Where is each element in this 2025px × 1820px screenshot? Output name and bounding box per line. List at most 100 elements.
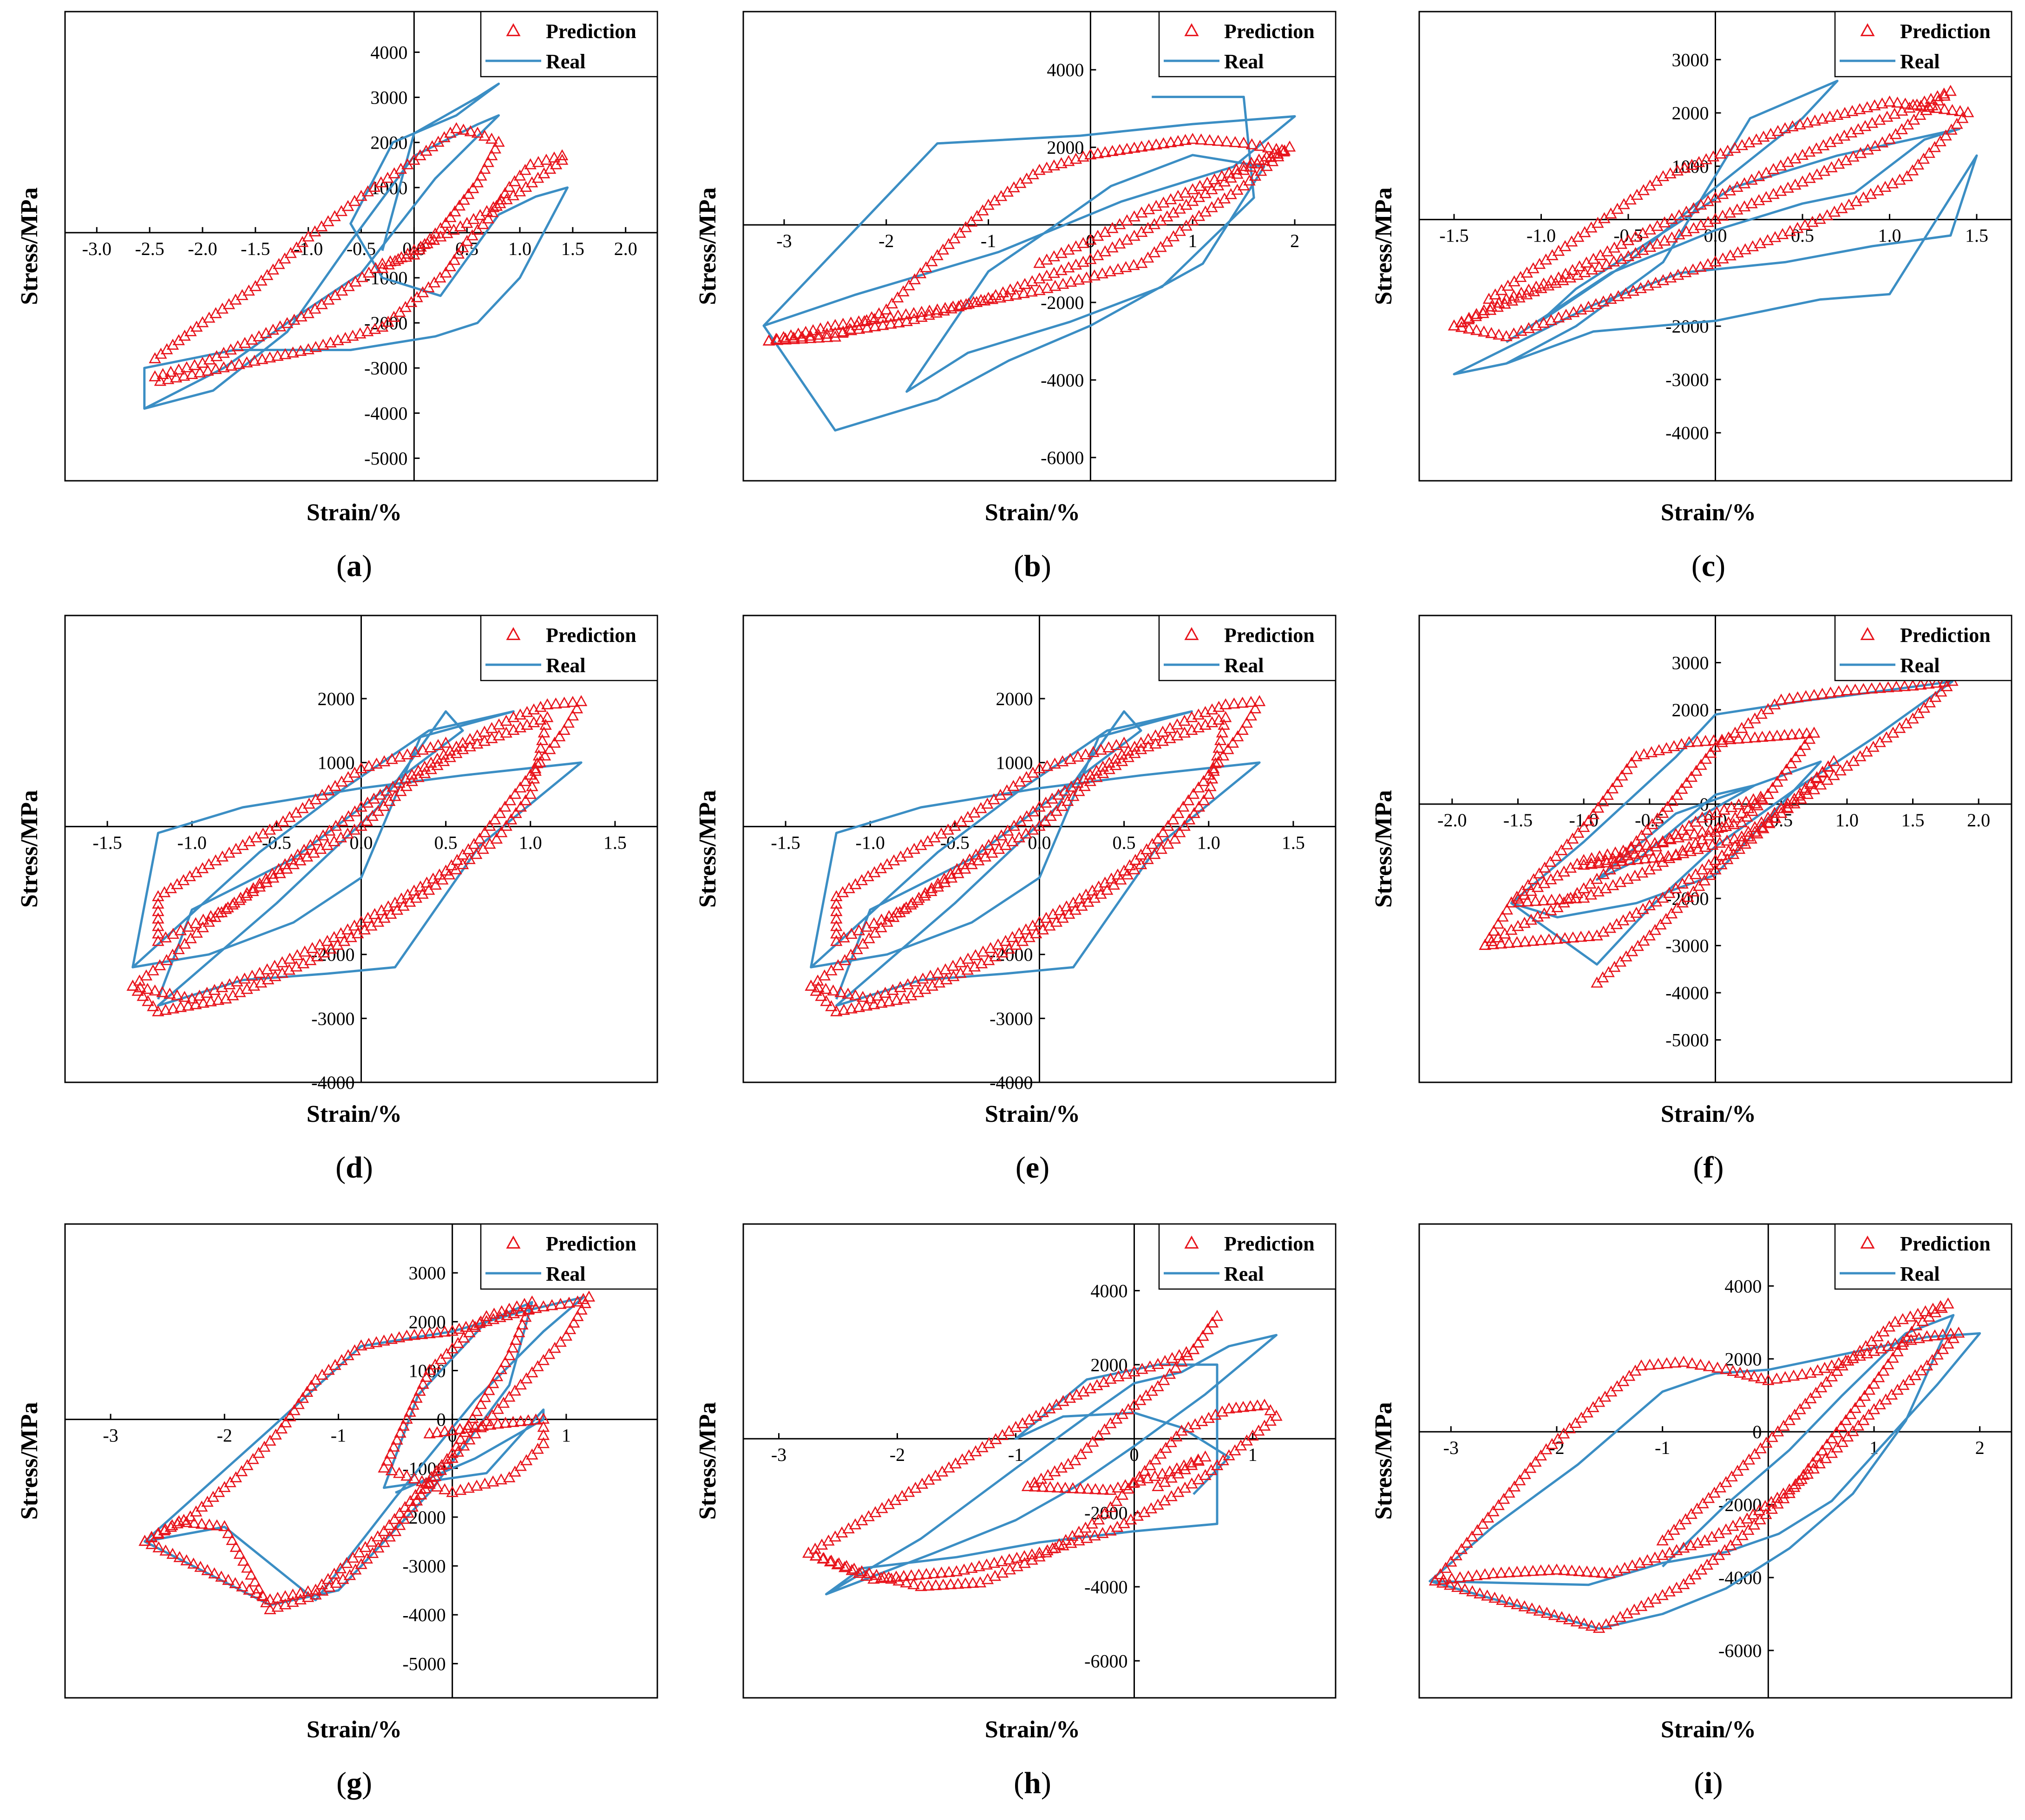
prediction-point	[1677, 1355, 1690, 1367]
prediction-point	[1522, 879, 1534, 890]
prediction-point	[1493, 328, 1505, 340]
prediction-point	[1205, 1464, 1218, 1475]
plot-area	[1429, 1297, 1981, 1633]
prediction-point	[544, 163, 557, 174]
prediction-point	[190, 917, 202, 929]
prediction-point	[1745, 832, 1757, 844]
prediction-point	[1816, 1444, 1828, 1456]
series-prediction	[1448, 85, 1974, 341]
prediction-point	[1698, 874, 1711, 886]
prediction-point	[537, 1300, 550, 1311]
legend-prediction-label: Prediction	[1900, 624, 1991, 647]
legend-prediction-marker	[1860, 23, 1875, 36]
prediction-point	[923, 304, 936, 316]
prediction-point	[497, 1396, 510, 1408]
prediction-point	[524, 787, 537, 799]
prediction-point	[885, 297, 898, 308]
prediction-point	[398, 1512, 410, 1524]
legend-box	[480, 615, 658, 681]
legend-box	[1158, 615, 1337, 681]
prediction-point	[1954, 105, 1966, 116]
prediction-point	[1575, 303, 1587, 314]
prediction-point	[172, 943, 185, 955]
prediction-point	[1729, 839, 1742, 851]
prediction-point	[490, 199, 503, 211]
prediction-point	[341, 827, 354, 839]
prediction-point	[492, 136, 505, 147]
prediction-point	[406, 775, 418, 786]
legend-real-label: Real	[1224, 50, 1264, 73]
prediction-point	[1135, 226, 1148, 237]
prediction-point	[1624, 854, 1636, 865]
prediction-point	[1900, 717, 1913, 728]
prediction-point	[439, 1325, 451, 1337]
prediction-point	[1885, 1388, 1898, 1400]
prediction-point	[1646, 818, 1658, 829]
prediction-point	[1831, 1365, 1843, 1376]
prediction-point	[1152, 1480, 1164, 1491]
prediction-point	[1489, 288, 1501, 300]
prediction-point	[423, 1363, 436, 1375]
prediction-point	[1069, 240, 1082, 252]
prediction-point	[321, 839, 334, 850]
x-tick-label: 1.0	[1197, 832, 1220, 853]
prediction-point	[1459, 1583, 1471, 1594]
prediction-point	[1604, 863, 1617, 875]
prediction-point	[839, 954, 851, 965]
prediction-point	[281, 862, 293, 874]
prediction-point	[1223, 1402, 1235, 1414]
prediction-point	[877, 319, 889, 330]
prediction-point	[1765, 1503, 1778, 1514]
prediction-point	[1470, 324, 1483, 335]
prediction-point	[1643, 929, 1656, 941]
prediction-point	[382, 900, 394, 911]
prediction-point	[549, 1342, 561, 1353]
prediction-point	[378, 1536, 390, 1547]
prediction-point	[1089, 1483, 1102, 1494]
prediction-point	[194, 1561, 207, 1572]
prediction-point	[445, 859, 458, 871]
y-tick-label: -5000	[364, 448, 407, 469]
prediction-point	[1619, 287, 1632, 299]
prediction-point	[467, 213, 480, 224]
prediction-point	[446, 1424, 459, 1435]
prediction-point	[935, 1566, 948, 1578]
prediction-point	[1670, 828, 1682, 839]
prediction-point	[429, 1358, 442, 1370]
prediction-point	[1264, 1414, 1277, 1426]
prediction-point	[1923, 147, 1935, 158]
prediction-point	[473, 832, 486, 844]
prediction-point	[972, 854, 985, 865]
prediction-point	[1103, 763, 1115, 774]
prediction-point	[1656, 806, 1669, 818]
prediction-point	[1727, 818, 1740, 829]
prediction-point	[973, 1560, 985, 1571]
x-tick-label: 0	[1130, 1444, 1139, 1465]
prediction-point	[907, 1578, 920, 1590]
prediction-point	[1461, 1537, 1473, 1548]
prediction-point	[1641, 1554, 1654, 1565]
prediction-point	[855, 1565, 868, 1577]
x-tick-label: -2.0	[188, 238, 217, 259]
prediction-point	[1823, 111, 1836, 122]
prediction-point	[950, 1565, 963, 1577]
prediction-point	[1686, 1357, 1698, 1368]
prediction-point	[400, 1329, 413, 1341]
prediction-point	[362, 266, 375, 278]
prediction-point	[1721, 144, 1734, 156]
prediction-point	[1918, 701, 1930, 713]
prediction-point	[537, 1421, 550, 1432]
x-tick-label: -2.5	[135, 238, 164, 259]
prediction-point	[217, 361, 230, 373]
prediction-point	[834, 986, 847, 997]
prediction-point	[1481, 1589, 1494, 1601]
prediction-point	[1186, 183, 1199, 195]
prediction-point	[779, 332, 792, 344]
prediction-point	[1625, 842, 1638, 854]
prediction-point	[256, 353, 269, 364]
prediction-point	[409, 1489, 422, 1500]
prediction-point	[1563, 1422, 1576, 1434]
prediction-point	[460, 235, 473, 246]
prediction-point	[156, 986, 169, 997]
